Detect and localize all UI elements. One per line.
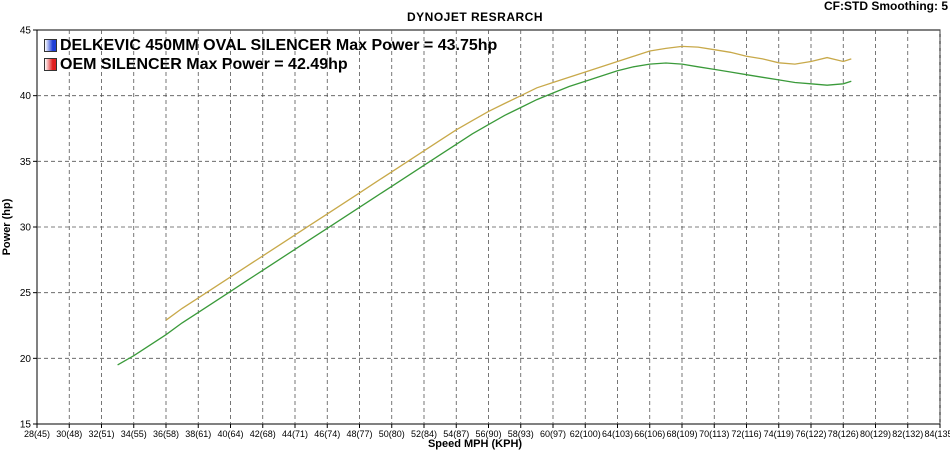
x-axis-label: Speed MPH (KPH)	[427, 438, 523, 450]
series-line-1	[117, 62, 852, 366]
chart-title: DYNOJET RESRARCH	[406, 10, 543, 24]
x-tick-label: 82(132)	[892, 429, 923, 439]
x-tick-label: 48(77)	[346, 429, 372, 439]
x-tick-label: 32(51)	[88, 429, 114, 439]
x-tick-label: 66(106)	[634, 429, 665, 439]
y-tick-label: 45	[20, 26, 32, 37]
legend-item-oem: OEM SILENCER Max Power = 42.49hp	[44, 55, 497, 74]
x-tick-label: 76(122)	[795, 429, 826, 439]
series-line-0	[165, 45, 852, 321]
x-tick-label: 72(116)	[731, 429, 761, 439]
x-tick-label: 62(100)	[570, 429, 601, 439]
x-tick-label: 84(135)	[924, 429, 950, 439]
y-tick-label: 40	[20, 91, 32, 102]
y-tick-label: 15	[20, 420, 32, 431]
x-tick-label: 54(87)	[443, 429, 469, 439]
x-tick-label: 56(90)	[475, 429, 501, 439]
x-tick-label: 44(71)	[282, 429, 308, 439]
x-tick-label: 52(84)	[411, 429, 437, 439]
x-tick-label: 42(68)	[250, 429, 276, 439]
x-tick-label: 40(64)	[217, 429, 243, 439]
x-tick-label: 64(103)	[602, 429, 633, 439]
x-tick-label: 80(129)	[860, 429, 891, 439]
y-tick-label: 20	[20, 354, 32, 365]
y-tick-label: 35	[20, 157, 32, 168]
x-tick-label: 46(74)	[314, 429, 340, 439]
x-tick-label: 60(97)	[540, 429, 566, 439]
x-tick-label: 58(93)	[508, 429, 534, 439]
x-tick-label: 68(109)	[666, 429, 697, 439]
x-tick-label: 36(58)	[153, 429, 179, 439]
x-tick-label: 38(61)	[185, 429, 211, 439]
legend-label-delkevic: DELKEVIC 450MM OVAL SILENCER Max Power =…	[60, 36, 498, 54]
corner-info-text: CF:STD Smoothing: 5	[824, 0, 948, 13]
legend-item-delkevic: DELKEVIC 450MM OVAL SILENCER Max Power =…	[44, 36, 497, 55]
legend-label-oem: OEM SILENCER Max Power = 42.49hp	[60, 55, 348, 73]
y-axis-label: Power (hp)	[1, 198, 13, 256]
x-tick-label: 28(45)	[24, 429, 50, 439]
legend-swatch-delkevic	[44, 39, 57, 52]
x-tick-label: 30(48)	[56, 429, 82, 439]
x-tick-label: 50(80)	[379, 429, 405, 439]
y-tick-label: 25	[20, 288, 32, 299]
x-tick-label: 78(126)	[828, 429, 859, 439]
x-tick-label: 74(119)	[764, 429, 794, 439]
x-tick-label: 34(55)	[121, 429, 147, 439]
y-tick-label: 30	[20, 223, 32, 234]
x-tick-label: 70(113)	[699, 429, 729, 439]
legend-swatch-oem	[44, 58, 57, 71]
legend: DELKEVIC 450MM OVAL SILENCER Max Power =…	[44, 36, 497, 74]
